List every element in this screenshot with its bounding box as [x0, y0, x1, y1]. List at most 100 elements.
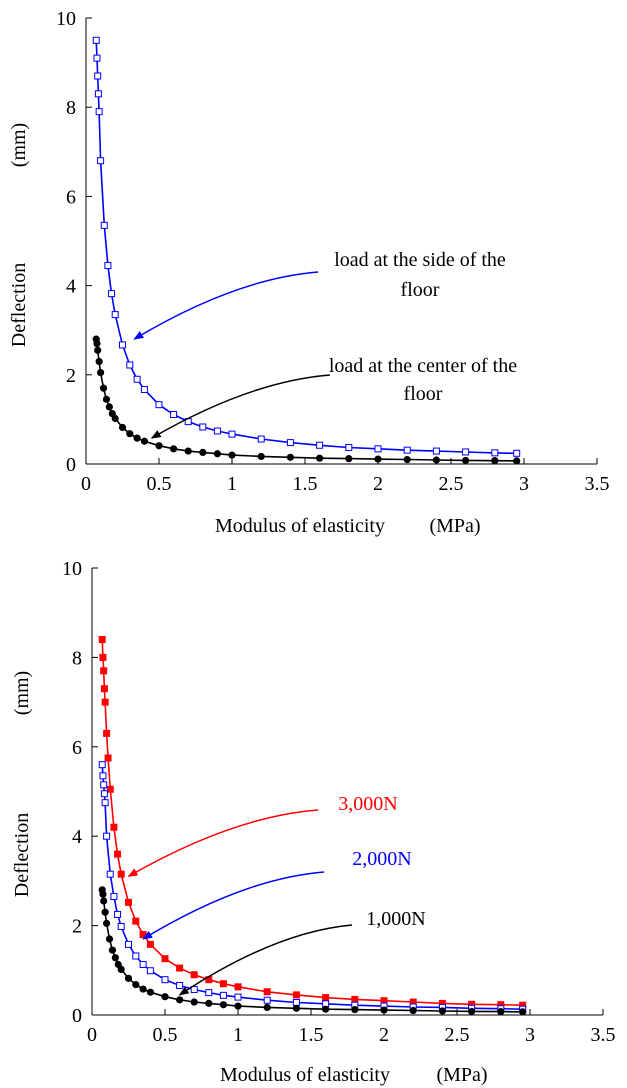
data-point: [519, 1001, 527, 1009]
y-tick-label: 2: [72, 916, 82, 938]
y-tick-label: 0: [66, 454, 76, 476]
series-1: [98, 761, 527, 1013]
data-point: [92, 36, 100, 44]
data-point: [322, 994, 330, 1002]
data-point: [100, 667, 108, 675]
data-point: [345, 443, 353, 451]
series-line: [101, 764, 523, 1010]
data-point: [213, 427, 221, 435]
data-point: [99, 772, 107, 780]
data-point: [176, 996, 184, 1004]
data-point: [155, 442, 163, 450]
y-tick-label: 10: [62, 558, 82, 580]
data-point: [108, 290, 116, 298]
data-point: [462, 456, 470, 465]
data-point: [132, 981, 140, 989]
series-line: [95, 40, 517, 455]
annotation-text: load at the center of the: [329, 355, 517, 377]
data-point: [139, 985, 147, 993]
x-tick-label: 1: [233, 1024, 243, 1046]
data-point: [468, 1007, 476, 1016]
data-point: [94, 72, 102, 80]
data-point: [105, 935, 114, 943]
data-point: [126, 430, 134, 438]
data-point: [234, 983, 242, 991]
data-point: [380, 997, 388, 1005]
data-point: [117, 922, 125, 930]
x-tick-label: 3: [525, 1024, 535, 1046]
data-point: [286, 439, 294, 447]
series-line: [101, 639, 523, 1006]
data-point: [170, 410, 178, 418]
x-axis-label: Modulus of elasticity: [220, 1064, 390, 1086]
data-point: [94, 90, 102, 98]
data-point: [99, 890, 107, 898]
data-point: [108, 946, 117, 954]
data-point: [219, 1001, 227, 1009]
data-point: [111, 311, 119, 319]
data-point: [100, 781, 108, 789]
data-point: [374, 455, 382, 463]
data-point: [257, 435, 265, 443]
data-point: [104, 754, 112, 762]
data-point: [161, 993, 169, 1001]
annotation-arrow: [178, 924, 353, 996]
data-point: [101, 799, 109, 807]
y-tick-label: 8: [66, 97, 76, 119]
data-point: [257, 452, 265, 461]
annotation-text: 3,000N: [338, 793, 397, 815]
data-point: [409, 1006, 417, 1015]
data-point: [345, 455, 353, 463]
data-point: [491, 449, 499, 457]
data-point: [117, 965, 125, 974]
data-point: [263, 1003, 271, 1012]
data-point: [351, 1006, 359, 1014]
annotation-text: 1,000N: [366, 908, 425, 930]
y-tick-label: 10: [56, 8, 76, 30]
data-point: [146, 967, 154, 975]
annotation-arrow: [142, 871, 325, 940]
data-point: [176, 964, 184, 972]
data-point: [146, 940, 154, 948]
annotation-arrow: [150, 374, 331, 439]
data-point: [213, 450, 221, 458]
x-tick-label: 0.5: [153, 1024, 178, 1046]
data-point: [117, 870, 125, 878]
data-point: [409, 998, 417, 1006]
data-point: [114, 910, 122, 918]
bottom-chart: 0 0.5 1 1.5 2 2.5 3 3.5 0 2 4 6 8 10 Modulus of elasti…: [11, 558, 616, 1086]
data-point: [491, 457, 499, 465]
data-point: [111, 954, 119, 962]
data-point: [199, 423, 207, 431]
data-point: [205, 989, 213, 997]
data-point: [292, 1004, 300, 1012]
data-point: [97, 157, 105, 165]
data-point: [103, 919, 111, 927]
data-point: [432, 447, 440, 455]
data-point: [374, 445, 382, 453]
data-point: [228, 451, 236, 459]
x-tick-label: 2.5: [445, 1024, 470, 1046]
x-tick-label: 2: [373, 473, 383, 495]
y-tick-label: 4: [66, 276, 76, 298]
data-point: [94, 346, 102, 354]
data-point: [114, 850, 122, 858]
data-point: [106, 870, 114, 878]
data-point: [219, 991, 227, 999]
data-point: [497, 1001, 505, 1009]
data-point: [102, 395, 111, 403]
data-point: [97, 368, 105, 377]
data-point: [286, 453, 294, 461]
data-point: [190, 986, 198, 994]
y-tick-label: 6: [72, 737, 82, 759]
data-point: [103, 729, 111, 737]
data-point: [125, 940, 132, 948]
data-point: [292, 998, 300, 1006]
data-point: [98, 636, 106, 644]
x-axis-unit: (MPa): [429, 515, 480, 537]
data-point: [125, 898, 132, 906]
data-point: [403, 446, 411, 454]
data-point: [111, 414, 119, 423]
data-point: [103, 832, 111, 840]
x-tick-label: 1: [227, 473, 237, 495]
